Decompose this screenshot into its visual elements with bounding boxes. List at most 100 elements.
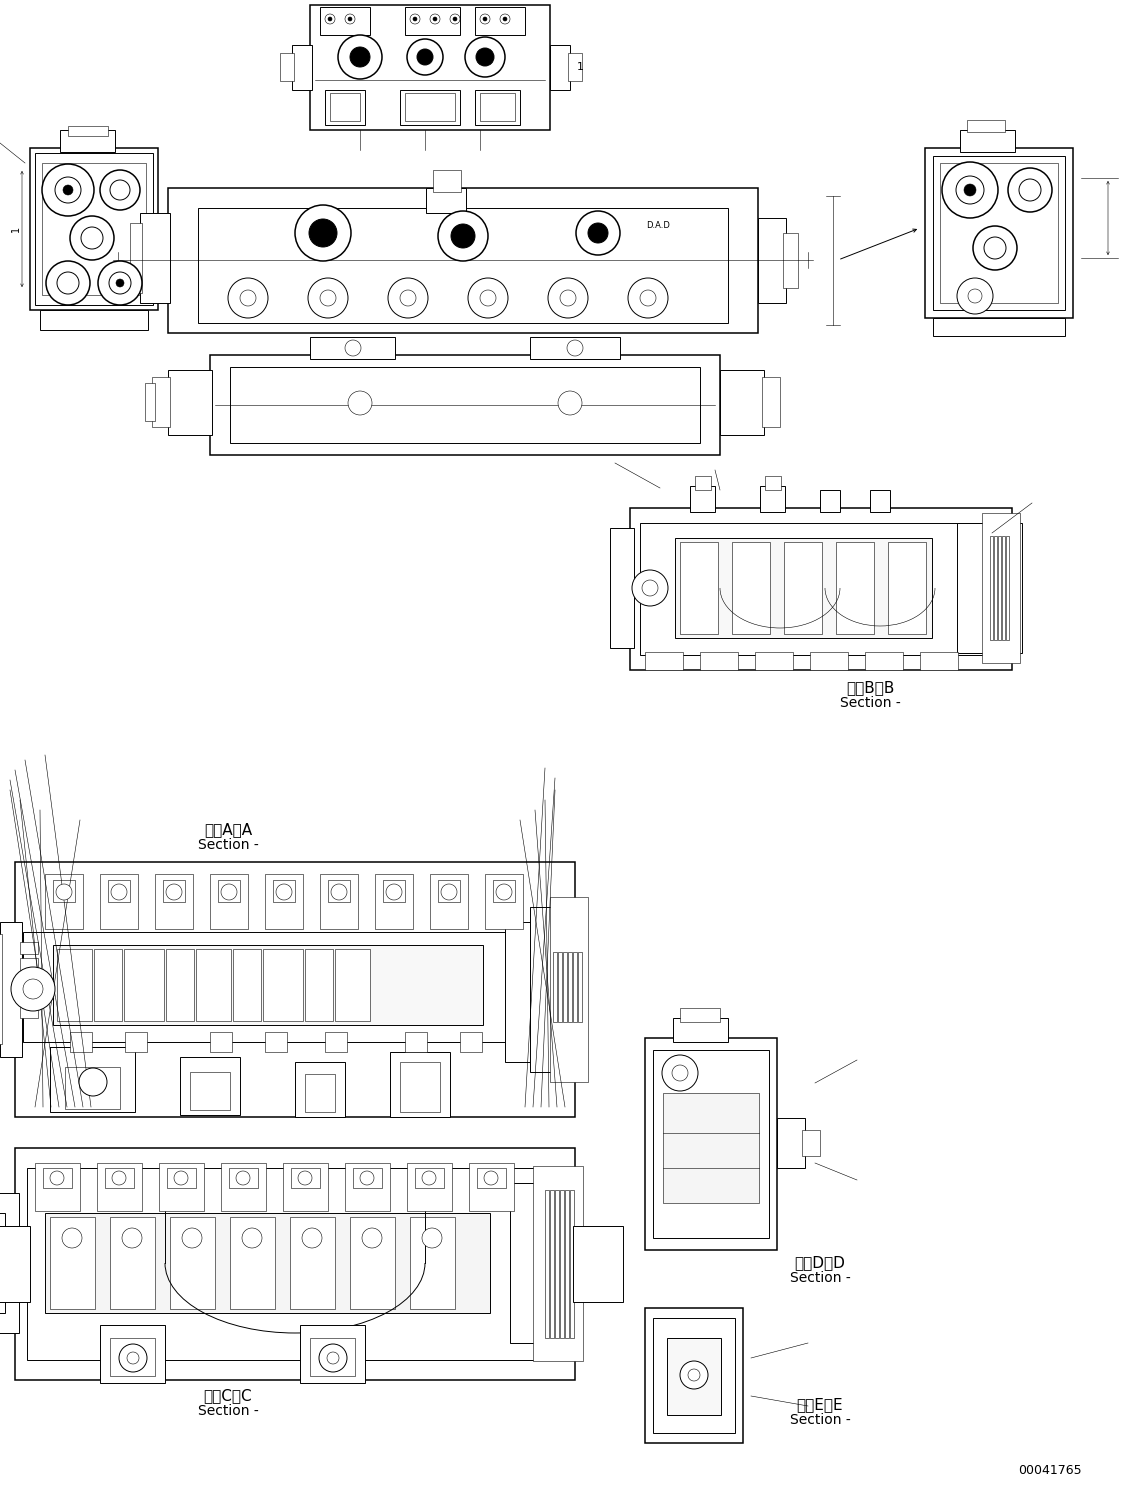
- Bar: [957, 524, 1022, 653]
- Circle shape: [453, 16, 457, 21]
- Circle shape: [122, 1228, 142, 1247]
- Bar: [553, 952, 557, 1022]
- Bar: [0, 1226, 30, 1303]
- Bar: [335, 949, 370, 1021]
- Bar: [565, 1191, 568, 1338]
- Bar: [42, 163, 146, 295]
- Circle shape: [50, 1171, 64, 1185]
- Circle shape: [422, 1228, 442, 1247]
- Bar: [35, 154, 153, 304]
- Circle shape: [327, 1352, 339, 1364]
- Circle shape: [640, 289, 656, 306]
- Bar: [558, 952, 562, 1022]
- Bar: [653, 1317, 735, 1432]
- Circle shape: [78, 1068, 107, 1097]
- Bar: [645, 652, 683, 670]
- Bar: [426, 188, 466, 213]
- Bar: [0, 1213, 5, 1313]
- Circle shape: [240, 289, 256, 306]
- Bar: [167, 1168, 196, 1188]
- Bar: [20, 1006, 38, 1018]
- Circle shape: [480, 13, 490, 24]
- Bar: [210, 1032, 232, 1052]
- Bar: [530, 907, 582, 1071]
- Bar: [1006, 536, 1009, 640]
- Circle shape: [236, 1171, 250, 1185]
- Circle shape: [319, 1344, 347, 1373]
- Bar: [233, 949, 262, 1021]
- Text: 断面B－B: 断面B－B: [846, 680, 894, 695]
- Bar: [870, 489, 890, 512]
- Bar: [110, 1338, 155, 1376]
- Circle shape: [327, 16, 332, 21]
- Circle shape: [430, 13, 440, 24]
- Bar: [27, 1168, 563, 1361]
- Bar: [0, 1194, 19, 1332]
- Circle shape: [941, 163, 998, 218]
- Bar: [966, 119, 1005, 131]
- Bar: [663, 1094, 760, 1203]
- Bar: [785, 542, 822, 634]
- Bar: [405, 7, 460, 34]
- Circle shape: [70, 216, 114, 260]
- Bar: [265, 1032, 287, 1052]
- Circle shape: [576, 210, 620, 255]
- Bar: [810, 652, 848, 670]
- Bar: [511, 1183, 582, 1343]
- Bar: [783, 233, 798, 288]
- Bar: [280, 54, 294, 81]
- Circle shape: [116, 279, 124, 286]
- Bar: [50, 1047, 135, 1112]
- Text: 断面E－E: 断面E－E: [797, 1397, 844, 1411]
- Circle shape: [119, 1344, 147, 1373]
- Circle shape: [113, 1171, 126, 1185]
- Bar: [570, 1191, 574, 1338]
- Bar: [468, 1162, 514, 1212]
- Bar: [568, 952, 572, 1022]
- Bar: [760, 486, 785, 512]
- Bar: [700, 652, 738, 670]
- Bar: [667, 1338, 721, 1414]
- Bar: [180, 1056, 240, 1115]
- Bar: [375, 874, 413, 930]
- Bar: [327, 880, 350, 903]
- Circle shape: [11, 967, 55, 1012]
- Circle shape: [81, 227, 103, 249]
- Bar: [0, 922, 22, 1056]
- Bar: [405, 93, 455, 121]
- Circle shape: [127, 1352, 139, 1364]
- Bar: [152, 377, 171, 427]
- Bar: [265, 874, 302, 930]
- Bar: [802, 1129, 820, 1156]
- Bar: [573, 1226, 623, 1303]
- Bar: [550, 897, 588, 1082]
- Bar: [198, 207, 728, 322]
- Bar: [325, 1032, 347, 1052]
- Circle shape: [1009, 169, 1052, 212]
- Bar: [410, 1217, 455, 1308]
- Circle shape: [63, 185, 73, 195]
- Bar: [820, 489, 840, 512]
- Bar: [352, 1168, 382, 1188]
- Bar: [310, 337, 395, 360]
- Bar: [940, 163, 1059, 303]
- Bar: [568, 54, 582, 81]
- Circle shape: [465, 37, 505, 78]
- Bar: [550, 1191, 554, 1338]
- Text: Section -: Section -: [839, 695, 901, 710]
- Bar: [294, 1062, 345, 1118]
- Bar: [653, 1050, 769, 1238]
- Circle shape: [331, 883, 347, 900]
- Text: D.A.D: D.A.D: [646, 221, 670, 230]
- Bar: [563, 952, 567, 1022]
- Bar: [350, 1217, 395, 1308]
- Bar: [30, 148, 158, 310]
- Bar: [630, 507, 1012, 670]
- Circle shape: [166, 883, 182, 900]
- Bar: [290, 1217, 335, 1308]
- Bar: [50, 1217, 96, 1308]
- Circle shape: [672, 1065, 688, 1082]
- Bar: [545, 1191, 549, 1338]
- Bar: [755, 652, 792, 670]
- Bar: [108, 880, 130, 903]
